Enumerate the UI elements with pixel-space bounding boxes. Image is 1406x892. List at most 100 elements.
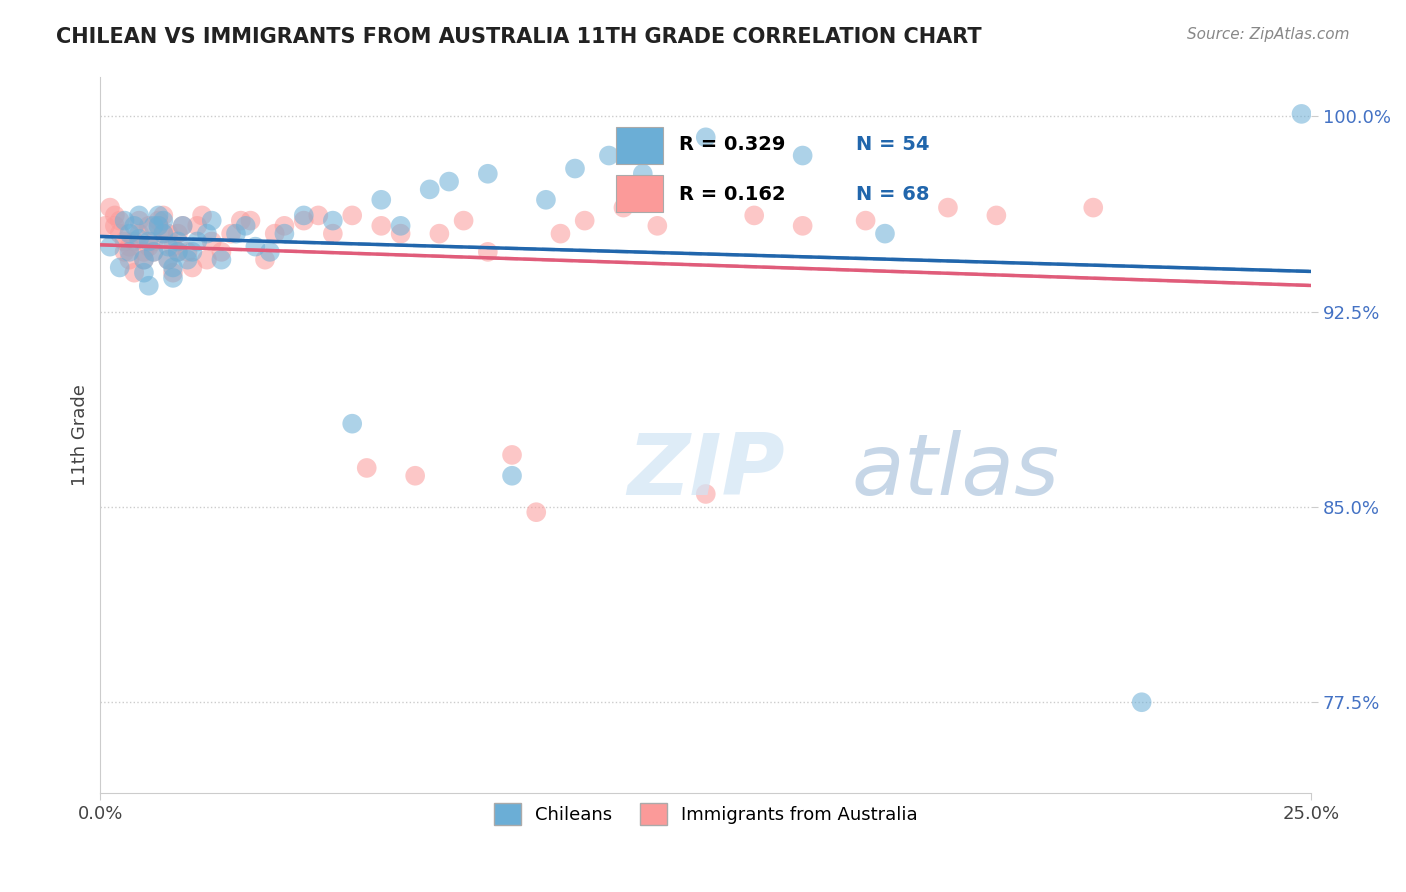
Point: [564, 161, 586, 176]
Point: [292, 208, 315, 222]
Point: [128, 213, 150, 227]
Point: [148, 219, 170, 233]
Point: [453, 213, 475, 227]
Point: [181, 260, 204, 275]
Point: [419, 182, 441, 196]
Point: [612, 201, 634, 215]
Point: [404, 468, 426, 483]
Point: [122, 219, 145, 233]
Text: N = 54: N = 54: [856, 136, 929, 154]
Point: [195, 227, 218, 241]
Point: [273, 227, 295, 241]
Point: [855, 213, 877, 227]
Point: [128, 227, 150, 241]
Point: [118, 227, 141, 241]
Point: [501, 468, 523, 483]
Point: [263, 227, 285, 241]
Point: [186, 219, 208, 233]
Point: [292, 213, 315, 227]
Point: [152, 227, 174, 241]
Point: [128, 208, 150, 222]
Point: [162, 260, 184, 275]
Text: Source: ZipAtlas.com: Source: ZipAtlas.com: [1187, 27, 1350, 42]
Point: [342, 208, 364, 222]
Point: [176, 252, 198, 267]
Point: [166, 235, 188, 249]
Point: [322, 213, 344, 227]
Point: [195, 252, 218, 267]
Point: [1083, 201, 1105, 215]
Point: [157, 252, 180, 267]
Point: [104, 219, 127, 233]
Point: [94, 219, 117, 233]
Point: [429, 227, 451, 241]
Point: [239, 213, 262, 227]
Point: [157, 240, 180, 254]
Point: [114, 213, 136, 227]
Text: N = 68: N = 68: [856, 185, 929, 203]
Point: [157, 252, 180, 267]
Point: [162, 266, 184, 280]
Point: [108, 213, 131, 227]
Y-axis label: 11th Grade: 11th Grade: [72, 384, 89, 486]
Point: [98, 201, 121, 215]
Point: [225, 227, 247, 241]
Text: atlas: atlas: [851, 430, 1059, 513]
Point: [209, 252, 232, 267]
Point: [245, 240, 267, 254]
Point: [148, 219, 170, 233]
Point: [166, 244, 188, 259]
Point: [307, 208, 329, 222]
Point: [142, 244, 165, 259]
Text: R = 0.162: R = 0.162: [679, 185, 785, 203]
Point: [229, 213, 252, 227]
Point: [792, 148, 814, 162]
Point: [157, 227, 180, 241]
Legend: Chileans, Immigrants from Australia: Chileans, Immigrants from Australia: [485, 795, 927, 834]
Point: [477, 167, 499, 181]
Point: [550, 227, 572, 241]
Point: [142, 235, 165, 249]
Point: [1130, 695, 1153, 709]
Point: [138, 278, 160, 293]
Point: [122, 266, 145, 280]
Point: [142, 244, 165, 259]
Point: [172, 219, 194, 233]
Point: [114, 244, 136, 259]
Point: [122, 235, 145, 249]
Text: CHILEAN VS IMMIGRANTS FROM AUSTRALIA 11TH GRADE CORRELATION CHART: CHILEAN VS IMMIGRANTS FROM AUSTRALIA 11T…: [56, 27, 981, 46]
Point: [114, 235, 136, 249]
Point: [201, 235, 224, 249]
Point: [501, 448, 523, 462]
Point: [986, 208, 1008, 222]
Point: [219, 227, 242, 241]
Point: [142, 219, 165, 233]
Point: [389, 219, 412, 233]
Point: [259, 244, 281, 259]
Point: [98, 240, 121, 254]
Point: [1291, 107, 1313, 121]
Point: [695, 130, 717, 145]
Point: [108, 260, 131, 275]
Point: [322, 227, 344, 241]
Point: [118, 240, 141, 254]
Point: [631, 167, 654, 181]
Point: [166, 244, 188, 259]
Point: [534, 193, 557, 207]
Point: [598, 148, 620, 162]
Point: [574, 213, 596, 227]
Point: [152, 227, 174, 241]
Point: [138, 240, 160, 254]
Point: [162, 271, 184, 285]
Point: [370, 193, 392, 207]
Point: [201, 213, 224, 227]
Point: [152, 208, 174, 222]
Text: ZIP: ZIP: [627, 430, 785, 513]
Point: [477, 244, 499, 259]
Point: [132, 244, 155, 259]
Point: [524, 505, 547, 519]
Point: [176, 244, 198, 259]
Point: [138, 235, 160, 249]
Point: [148, 213, 170, 227]
Point: [209, 244, 232, 259]
